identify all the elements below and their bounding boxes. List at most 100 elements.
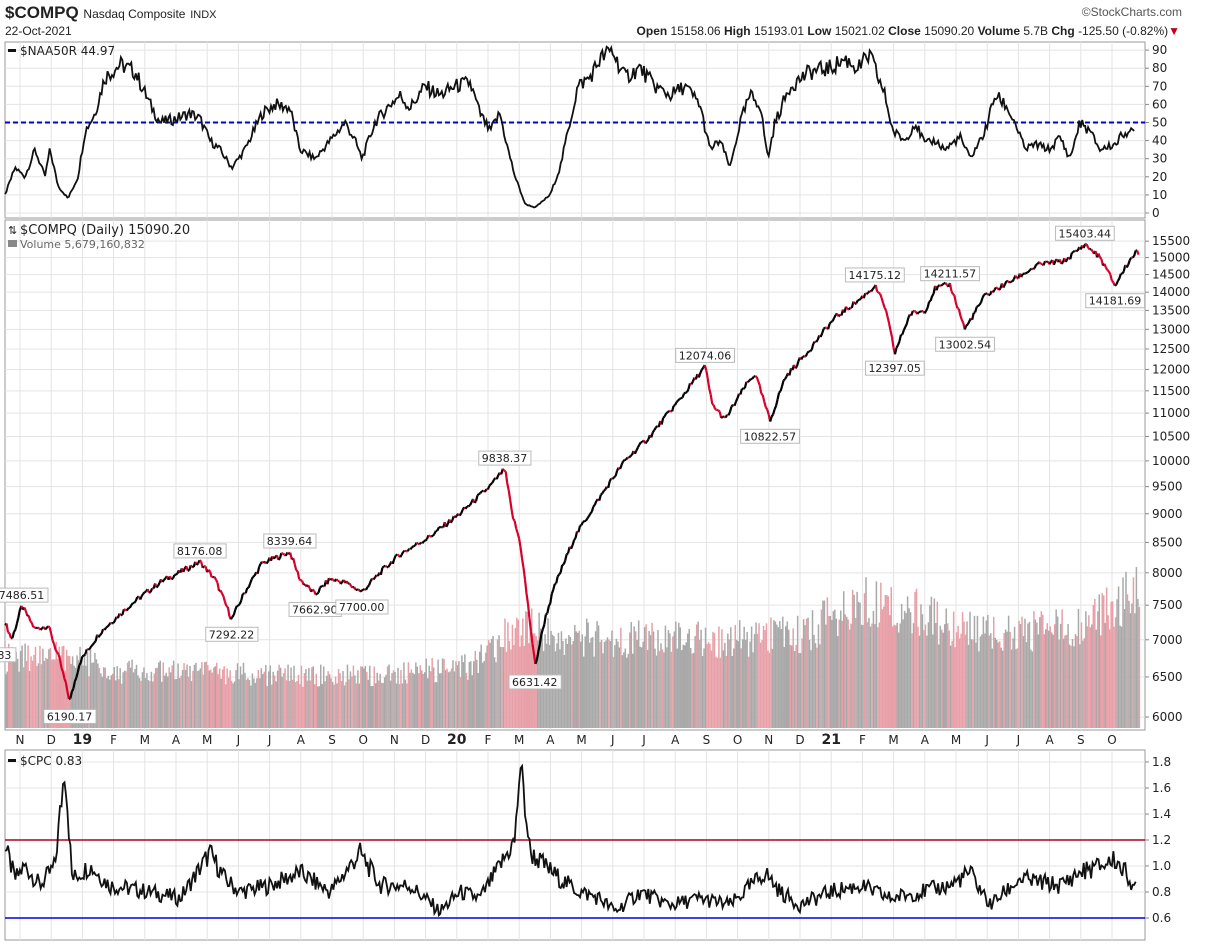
volume-bar	[5, 674, 7, 728]
volume-bar	[820, 609, 823, 728]
price-bar	[23, 606, 27, 612]
volume-bar	[374, 683, 377, 728]
volume-bar	[13, 657, 16, 728]
price-bar	[93, 640, 97, 644]
price-annotation-box	[675, 347, 736, 363]
price-legend-icon: ⇅	[8, 224, 17, 237]
volume-bar	[615, 638, 618, 728]
volume-bar	[1007, 615, 1010, 728]
volume-bar	[449, 671, 451, 728]
price-bar	[680, 396, 683, 400]
price-bar	[273, 556, 277, 560]
volume-bar	[987, 614, 989, 728]
volume-bar	[262, 674, 264, 728]
price-bar	[941, 282, 945, 286]
volume-bar	[890, 587, 893, 728]
price-bar	[118, 612, 122, 617]
volume-bar	[1123, 608, 1126, 728]
volume-bar	[425, 658, 427, 728]
volume-bar	[538, 612, 540, 728]
volume-bar	[563, 655, 566, 728]
volume-bar	[1131, 603, 1133, 728]
volume-bar	[675, 621, 677, 728]
price-bar	[329, 577, 333, 581]
price-bar	[240, 593, 244, 601]
volume-bar	[265, 665, 267, 728]
volume-bar	[596, 621, 598, 728]
price-bar	[1082, 243, 1087, 249]
volume-bar	[325, 675, 328, 728]
volume-bar	[257, 670, 260, 728]
brand-link[interactable]: ©StockCharts.com	[1081, 5, 1182, 19]
volume-bar	[498, 635, 500, 728]
volume-bar	[377, 680, 380, 728]
volume-bar	[654, 648, 656, 728]
volume-bar	[935, 622, 937, 728]
price-bar	[399, 554, 403, 558]
volume-bar	[79, 646, 81, 728]
x-tick-label: 19	[73, 732, 92, 748]
price-bar	[507, 489, 512, 500]
volume-bar	[388, 664, 390, 728]
exchange: INDX	[190, 9, 217, 21]
price-bar	[134, 596, 139, 602]
price-bar	[973, 311, 976, 314]
volume-bar	[1013, 626, 1016, 728]
price-bar	[660, 417, 665, 425]
price-bar	[421, 540, 425, 544]
volume-bar	[446, 668, 448, 728]
volume-bar	[941, 629, 943, 728]
x-tick-label: M	[514, 733, 524, 747]
price-bar	[590, 506, 595, 512]
x-tick-label: J	[236, 733, 241, 747]
volume-bar	[903, 610, 906, 728]
volume-bar	[361, 666, 364, 728]
volume-bar	[988, 635, 991, 728]
volume-bar	[1089, 627, 1092, 728]
volume-bar	[790, 645, 793, 728]
price-bar	[671, 405, 675, 412]
volume-bar	[444, 670, 447, 728]
volume-bar	[238, 679, 240, 728]
volume-bar	[1001, 650, 1004, 728]
price-bar	[483, 488, 488, 493]
price-bar	[307, 584, 311, 589]
volume-bar	[636, 639, 638, 728]
volume-bar	[938, 644, 940, 728]
price-annotation-box	[478, 450, 532, 466]
volume-bar	[489, 642, 491, 728]
volume-bar	[415, 662, 417, 728]
volume-bar	[205, 661, 208, 728]
volume-bar	[967, 644, 970, 728]
volume-bar	[507, 622, 509, 728]
volume-bar	[486, 645, 488, 728]
volume-bar	[637, 620, 640, 728]
volume-bar	[43, 660, 46, 728]
volume-bar	[473, 661, 475, 728]
volume-bar	[741, 639, 744, 728]
volume-bar	[59, 655, 62, 728]
volume-bar	[441, 658, 444, 728]
volume-bar	[140, 680, 142, 728]
volume-bar	[394, 671, 396, 728]
price-bar	[112, 620, 116, 624]
volume-bar	[432, 667, 435, 728]
price-bar	[822, 326, 826, 330]
volume-bar	[808, 639, 811, 728]
price-bar	[837, 313, 841, 318]
volume-bar	[403, 662, 405, 728]
price-bar	[1048, 261, 1052, 265]
volume-bar	[887, 596, 890, 728]
price-bar	[901, 329, 905, 335]
volume-bar	[1067, 624, 1069, 728]
volume-bar	[1119, 625, 1121, 728]
volume-bar	[455, 661, 457, 728]
price-bar	[1111, 279, 1115, 284]
volume-bar	[297, 674, 300, 728]
volume-bar	[933, 598, 936, 728]
volume-bar	[386, 666, 389, 728]
volume-bar	[77, 660, 80, 728]
volume-bar	[389, 680, 392, 728]
price-bar	[674, 401, 678, 406]
volume-bar	[363, 668, 365, 728]
